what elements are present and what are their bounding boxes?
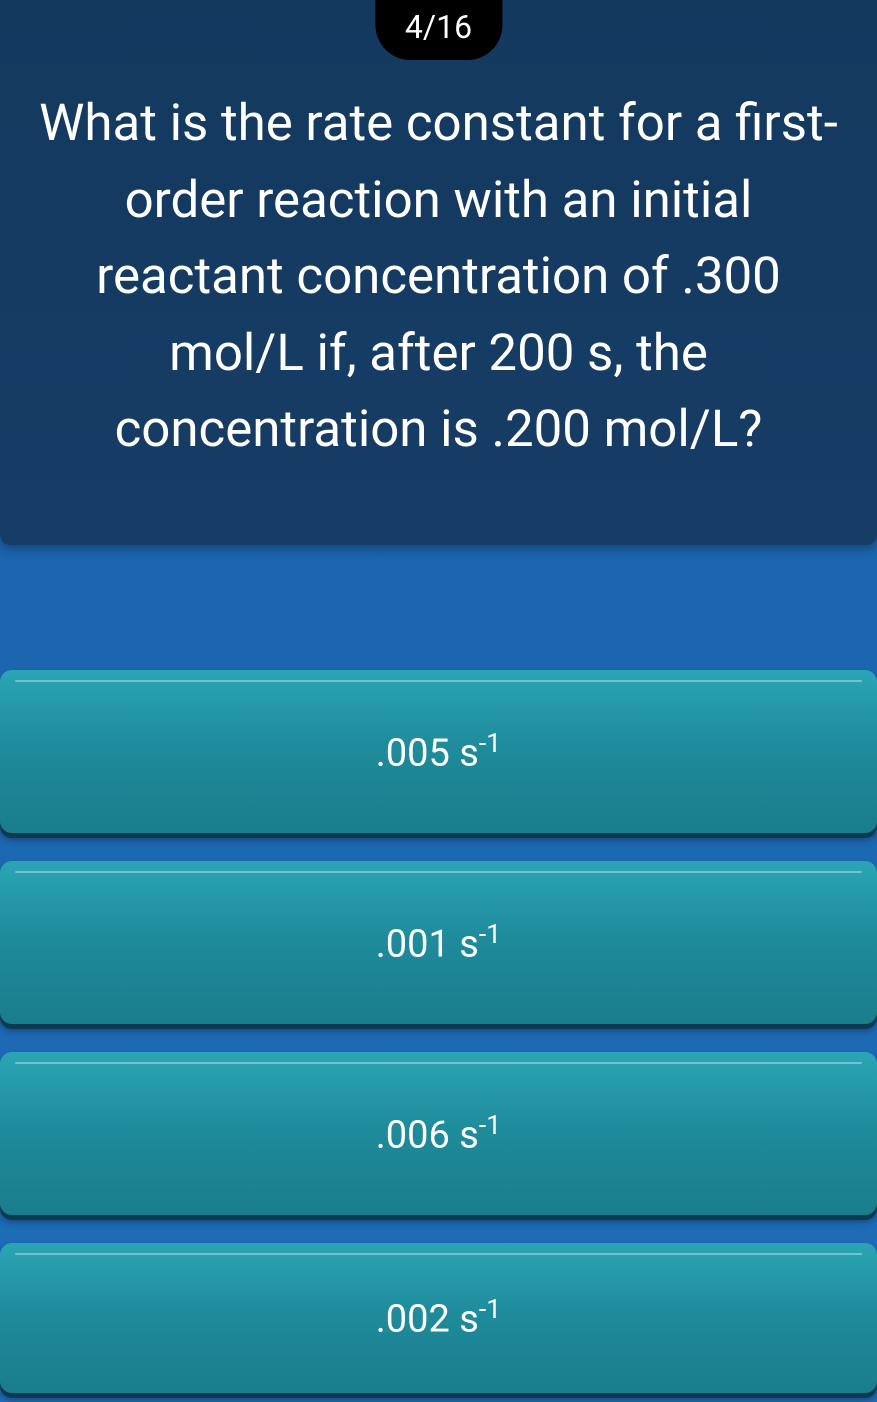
answer-text-4: .002 s-1 — [376, 1294, 501, 1342]
answer-option-2[interactable]: .001 s-1 — [0, 861, 877, 1024]
question-panel: What is the rate constant for a first-or… — [0, 0, 877, 545]
question-text: What is the rate constant for a first-or… — [30, 86, 847, 469]
answer-text-2: .001 s-1 — [376, 919, 501, 967]
answers-container: .005 s-1 .001 s-1 .006 s-1 .002 s-1 — [0, 670, 877, 1393]
answer-text-3: .006 s-1 — [376, 1110, 501, 1158]
answer-option-4[interactable]: .002 s-1 — [0, 1243, 877, 1393]
question-counter: 4/16 — [375, 0, 502, 60]
answer-option-3[interactable]: .006 s-1 — [0, 1052, 877, 1215]
answer-text-1: .005 s-1 — [376, 728, 501, 776]
answer-option-1[interactable]: .005 s-1 — [0, 670, 877, 833]
